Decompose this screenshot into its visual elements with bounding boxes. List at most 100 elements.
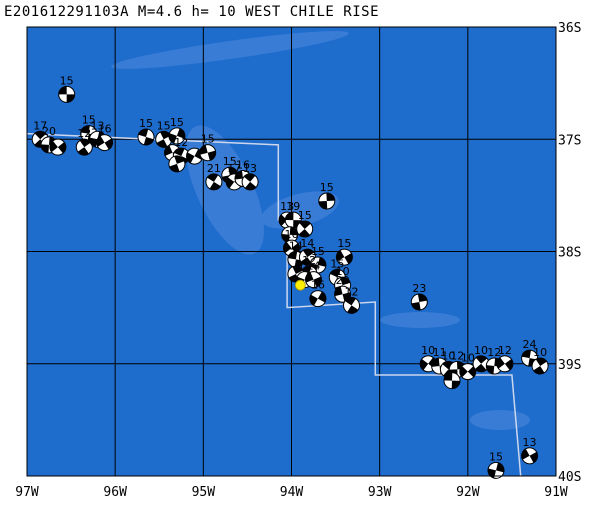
beachball-quadrant [299, 221, 311, 229]
depth-label: 24 [523, 338, 537, 351]
beachball-quadrant [475, 355, 488, 364]
beachball [410, 293, 428, 311]
beachball-quadrant [168, 133, 177, 144]
depth-label: 14 [307, 260, 321, 273]
depth-label: 12 [487, 346, 501, 359]
beachball [305, 271, 322, 289]
beachball-quadrant [504, 358, 513, 371]
beachball-quadrant [243, 173, 256, 182]
beachball-quadrant [420, 358, 429, 371]
depth-label: 13 [243, 162, 257, 175]
beachball [531, 357, 549, 375]
beachball-quadrant [169, 163, 180, 172]
beachball-quadrant [330, 269, 341, 278]
beachball-quadrant [336, 250, 345, 262]
depth-label: 15 [330, 257, 344, 270]
beachball-quadrant [318, 201, 328, 209]
beachball-quadrant [431, 358, 440, 367]
depth-label: 15 [170, 116, 184, 129]
beachball-quadrant [302, 249, 315, 258]
beachball-quadrant [444, 372, 453, 381]
beachball [472, 355, 490, 373]
beachball-quadrant [174, 155, 185, 164]
beachball-quadrant [334, 286, 343, 297]
beachball-quadrant [285, 212, 294, 221]
beachball-quadrant [199, 144, 208, 155]
beachball [241, 173, 259, 191]
beachball-quadrant [156, 139, 168, 148]
depth-label: 15 [489, 450, 503, 463]
beachball-quadrant [317, 257, 326, 267]
depth-label: 12 [498, 344, 512, 357]
depth-label: 21 [207, 162, 221, 175]
beachball [75, 138, 93, 156]
beachball-quadrant [411, 302, 421, 310]
beachball-quadrant [521, 350, 531, 359]
beachball-quadrant [417, 294, 428, 302]
beachball-quadrant [292, 266, 304, 274]
beachball [205, 173, 223, 191]
beachball-quadrant [80, 125, 90, 134]
lat-tick-label: 38S [558, 246, 581, 261]
event-star-marker [294, 279, 306, 291]
depth-label: 15 [298, 209, 312, 222]
beachball-quadrant [34, 131, 47, 140]
beachball-quadrant [244, 181, 257, 190]
depth-label: 16 [98, 123, 112, 136]
depth-label: 12 [344, 285, 358, 298]
lon-tick-label: 94W [280, 485, 304, 500]
beachball-quadrant [347, 305, 359, 314]
beachball-quadrant [283, 241, 292, 254]
beachball-quadrant [41, 144, 49, 153]
depth-label: 20 [336, 274, 350, 287]
beachball [443, 372, 461, 390]
depth-label: 11 [433, 346, 447, 359]
beachball-quadrant [342, 292, 351, 302]
depth-label: 12 [302, 254, 316, 267]
beachball [335, 248, 353, 266]
beachball-quadrant [77, 147, 89, 156]
depth-label: 15 [311, 245, 325, 258]
beachball-quadrant [79, 139, 91, 148]
beachball [284, 211, 302, 229]
beachball-quadrant [176, 128, 185, 139]
beachball [318, 192, 336, 210]
beachball-quadrant [451, 380, 460, 389]
beachball-quadrant [143, 137, 154, 145]
beachball [168, 155, 186, 173]
beachball-quadrant [96, 135, 105, 147]
beachball-quadrant [467, 365, 476, 378]
depth-label: 19 [286, 200, 300, 213]
beachball-quadrant [164, 145, 173, 156]
depth-label: 14 [300, 237, 314, 250]
lat-tick-label: 39S [558, 358, 581, 373]
depth-label: 16 [285, 228, 299, 241]
depth-label: 10 [461, 352, 475, 365]
beachball-quadrant [57, 142, 66, 154]
beachball-quadrant [209, 181, 221, 190]
depth-label: 15 [157, 119, 171, 132]
depth-label: 15 [139, 117, 153, 130]
beachball-quadrant [279, 214, 288, 226]
beachball [137, 128, 155, 146]
depth-label: 10 [298, 260, 312, 273]
beachball [309, 290, 327, 308]
beachball-quadrant [305, 272, 314, 283]
beachball-quadrant [459, 365, 468, 378]
depth-label: 10 [336, 265, 350, 278]
depth-label: 17 [227, 162, 241, 175]
depth-label: 16 [311, 279, 325, 292]
lat-tick-label: 37S [558, 133, 581, 148]
map-title: E201612291103A M=4.6 h= 10 WEST CHILE RI… [4, 4, 380, 20]
depth-label: 10 [474, 344, 488, 357]
beachball-quadrant [344, 297, 356, 306]
beachball-quadrant [300, 257, 312, 266]
depth-label: 15 [60, 74, 74, 87]
depth-label: 15 [223, 155, 237, 168]
beachball-quadrant [186, 152, 195, 164]
beachball-quadrant [529, 451, 538, 463]
beachball-quadrant [289, 226, 298, 236]
ridge-shade [380, 312, 460, 328]
